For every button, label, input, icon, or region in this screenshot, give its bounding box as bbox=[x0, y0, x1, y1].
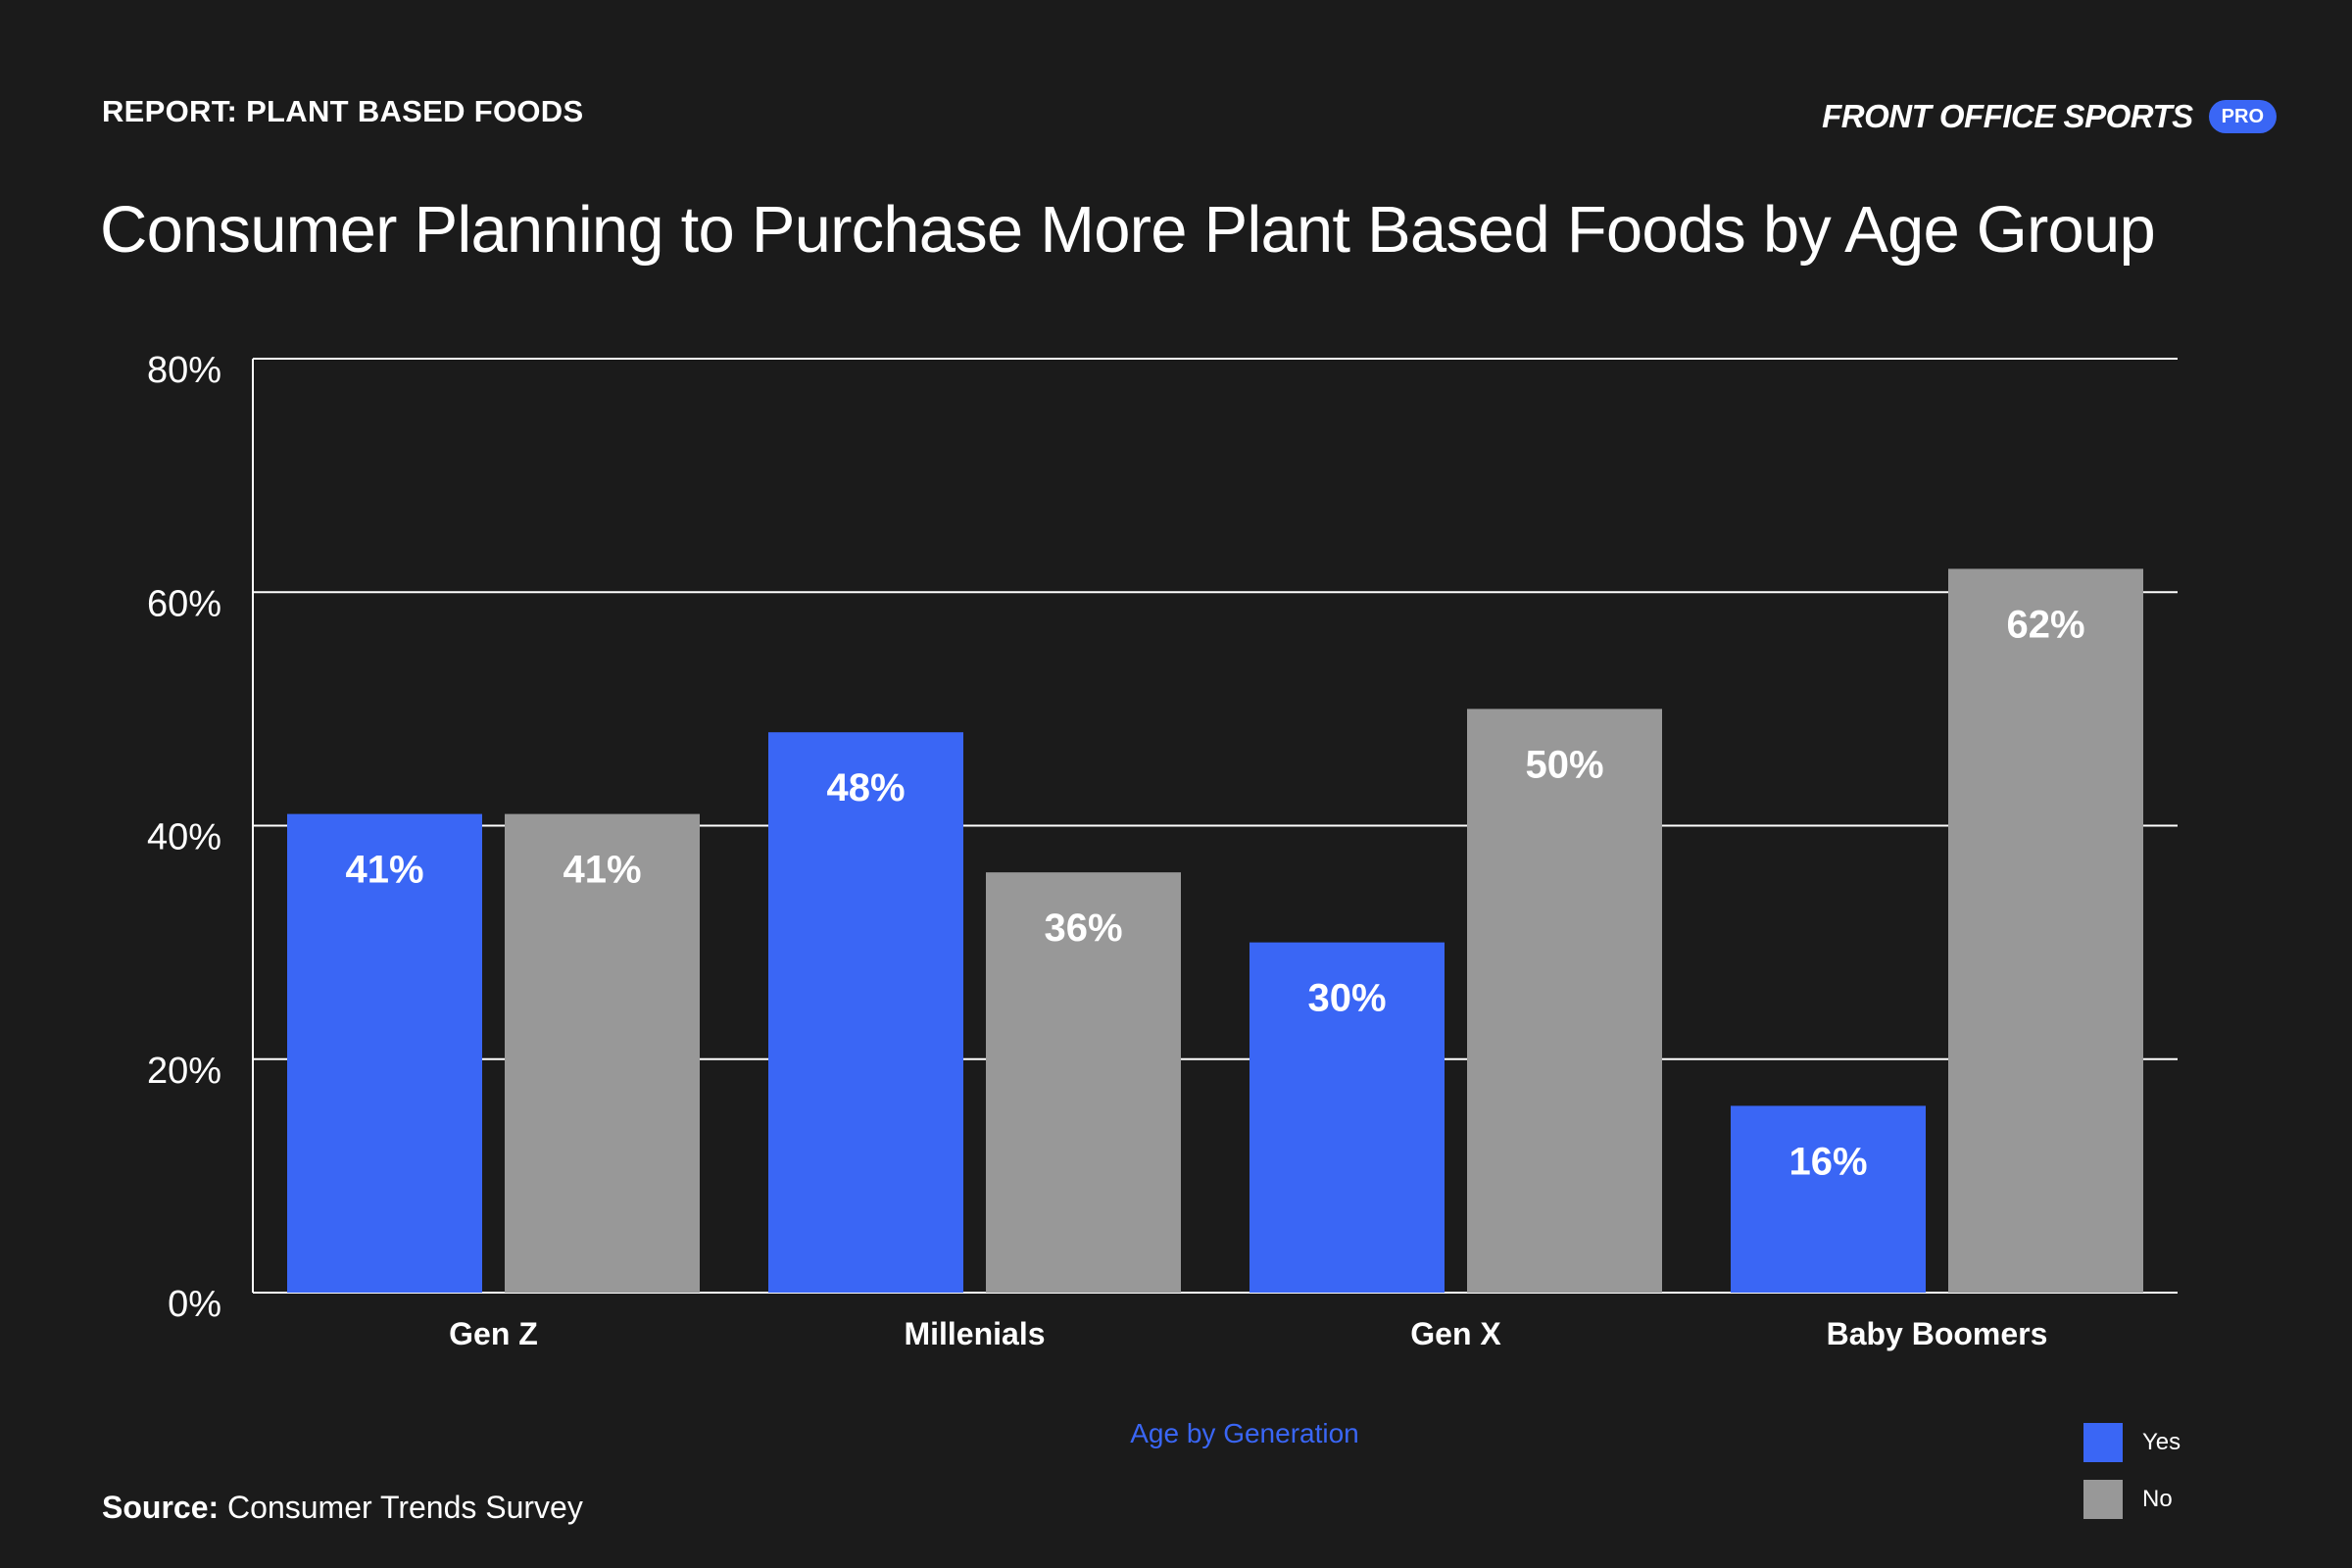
x-axis-title: Age by Generation bbox=[1130, 1418, 1359, 1448]
y-tick-label: 20% bbox=[147, 1051, 221, 1092]
source-note: Source: Consumer Trends Survey bbox=[102, 1490, 583, 1526]
legend-label-yes: Yes bbox=[2142, 1429, 2181, 1455]
data-label: 16% bbox=[1788, 1140, 1867, 1183]
y-tick-label: 40% bbox=[147, 817, 221, 858]
legend-label-no: No bbox=[2142, 1486, 2173, 1512]
bar-yes-gen-z bbox=[287, 813, 482, 1293]
x-tick-label: Baby Boomers bbox=[1827, 1316, 2048, 1351]
data-label: 36% bbox=[1044, 906, 1122, 950]
brand-logo: FRONT OFFICE SPORTS PRO bbox=[1822, 98, 2277, 135]
chart-legend: Yes No bbox=[2083, 1423, 2180, 1537]
report-label: REPORT: PLANT BASED FOODS bbox=[102, 94, 584, 128]
bar-yes-millenials bbox=[768, 732, 963, 1293]
bar-yes-baby-boomers bbox=[1731, 1105, 1926, 1293]
brand-name: FRONT OFFICE SPORTS bbox=[1822, 98, 2193, 134]
x-tick-label: Gen X bbox=[1410, 1316, 1501, 1351]
brand-badge: PRO bbox=[2208, 100, 2277, 133]
legend-item-no: No bbox=[2083, 1480, 2180, 1519]
data-label: 62% bbox=[2006, 603, 2084, 646]
legend-swatch-no bbox=[2083, 1480, 2123, 1519]
bar-no-millenials bbox=[986, 872, 1181, 1293]
legend-item-yes: Yes bbox=[2083, 1423, 2180, 1462]
data-label: 41% bbox=[563, 849, 641, 892]
data-label: 30% bbox=[1307, 977, 1386, 1020]
data-label: 48% bbox=[826, 766, 905, 809]
data-label: 50% bbox=[1525, 743, 1603, 786]
y-tick-label: 0% bbox=[168, 1284, 221, 1325]
source-text: Consumer Trends Survey bbox=[219, 1490, 583, 1525]
bar-no-baby-boomers bbox=[1948, 568, 2143, 1293]
y-tick-label: 80% bbox=[147, 350, 221, 391]
x-tick-label: Gen Z bbox=[449, 1316, 538, 1351]
y-tick-label: 60% bbox=[147, 583, 221, 624]
data-label: 41% bbox=[345, 849, 423, 892]
chart-title: Consumer Planning to Purchase More Plant… bbox=[100, 193, 2156, 267]
bar-no-gen-x bbox=[1467, 709, 1662, 1293]
x-tick-label: Millenials bbox=[904, 1316, 1045, 1351]
bar-yes-gen-x bbox=[1250, 942, 1445, 1293]
bar-no-gen-z bbox=[505, 813, 700, 1293]
source-prefix: Source: bbox=[102, 1490, 220, 1525]
legend-swatch-yes bbox=[2083, 1423, 2123, 1462]
